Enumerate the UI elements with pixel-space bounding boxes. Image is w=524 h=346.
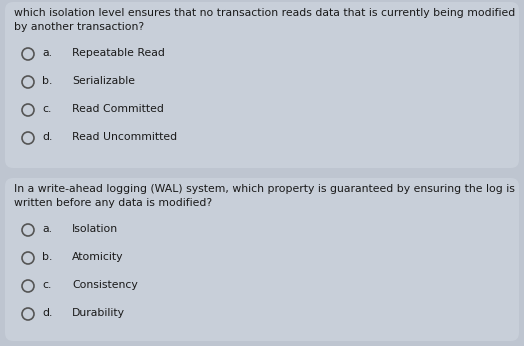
Text: b.: b. bbox=[42, 252, 52, 262]
Text: b.: b. bbox=[42, 76, 52, 86]
Text: Consistency: Consistency bbox=[72, 280, 138, 290]
Text: d.: d. bbox=[42, 308, 52, 318]
Text: which isolation level ensures that no transaction reads data that is currently b: which isolation level ensures that no tr… bbox=[14, 8, 515, 18]
Text: Isolation: Isolation bbox=[72, 224, 118, 234]
Text: In a write-ahead logging (WAL) system, which property is guaranteed by ensuring : In a write-ahead logging (WAL) system, w… bbox=[14, 184, 515, 194]
Text: by another transaction?: by another transaction? bbox=[14, 22, 144, 32]
Text: c.: c. bbox=[42, 104, 51, 114]
FancyBboxPatch shape bbox=[5, 178, 519, 341]
Text: c.: c. bbox=[42, 280, 51, 290]
Text: a.: a. bbox=[42, 48, 52, 58]
Text: Atomicity: Atomicity bbox=[72, 252, 124, 262]
Text: d.: d. bbox=[42, 132, 52, 142]
Text: written before any data is modified?: written before any data is modified? bbox=[14, 198, 212, 208]
FancyBboxPatch shape bbox=[5, 2, 519, 168]
Text: Repeatable Read: Repeatable Read bbox=[72, 48, 165, 58]
Text: Durability: Durability bbox=[72, 308, 125, 318]
Text: Read Uncommitted: Read Uncommitted bbox=[72, 132, 177, 142]
Text: a.: a. bbox=[42, 224, 52, 234]
Text: Serializable: Serializable bbox=[72, 76, 135, 86]
Text: Read Committed: Read Committed bbox=[72, 104, 164, 114]
